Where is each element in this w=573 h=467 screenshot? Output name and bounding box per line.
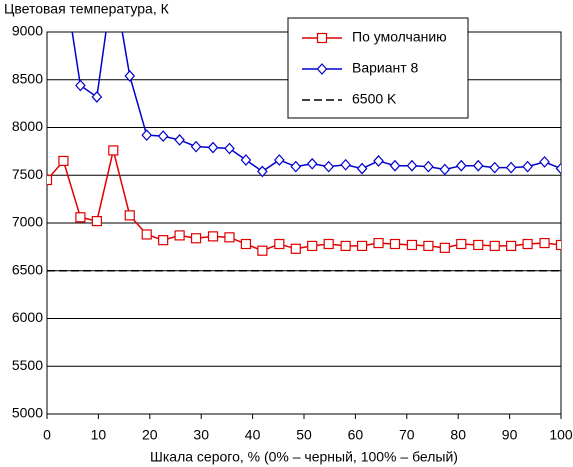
x-tick-label: 80	[450, 427, 466, 443]
y-tick-label: 7000	[12, 214, 43, 230]
marker	[455, 159, 467, 172]
marker	[356, 240, 368, 252]
marker	[340, 158, 351, 171]
marker	[224, 232, 235, 243]
x-tick-label: 20	[142, 427, 158, 443]
marker	[340, 240, 351, 252]
x-tick-label: 10	[91, 427, 107, 443]
marker	[323, 238, 334, 250]
marker	[555, 239, 561, 251]
y-tick-label: 5000	[12, 405, 43, 421]
marker	[307, 240, 318, 252]
marker	[439, 163, 451, 176]
marker	[290, 243, 301, 254]
marker	[506, 240, 517, 252]
y-tick-label: 6000	[12, 309, 43, 325]
marker	[522, 160, 533, 173]
x-tick-label: 50	[296, 427, 312, 443]
marker	[190, 233, 202, 244]
marker	[190, 140, 202, 153]
y-tick-label: 6500	[12, 261, 43, 277]
y-tick-label: 5500	[12, 357, 43, 373]
marker	[373, 237, 384, 249]
legend-label: 6500 K	[352, 91, 397, 107]
marker	[158, 235, 169, 246]
x-tick-label: 100	[549, 427, 573, 443]
marker	[539, 237, 550, 249]
marker	[91, 215, 102, 227]
marker	[157, 130, 169, 142]
legend-label: Вариант 8	[352, 60, 419, 76]
plot-area	[47, 32, 561, 272]
marker	[373, 155, 384, 167]
legend-marker	[316, 63, 328, 75]
marker	[389, 238, 401, 250]
x-tick-label: 30	[193, 427, 209, 443]
marker	[207, 141, 219, 154]
marker	[124, 70, 136, 82]
marker	[539, 155, 550, 168]
y-tick-label: 9000	[12, 23, 43, 39]
marker	[257, 165, 268, 178]
marker	[224, 142, 235, 155]
marker	[141, 129, 153, 142]
y-tick-label: 8500	[12, 70, 43, 86]
marker	[439, 242, 450, 253]
marker	[58, 155, 69, 167]
marker	[406, 159, 418, 172]
marker	[323, 160, 334, 173]
legend-label: По умолчанию	[352, 29, 447, 45]
marker	[389, 159, 401, 172]
marker	[505, 161, 517, 174]
marker	[356, 162, 368, 175]
marker	[174, 230, 185, 241]
marker	[489, 240, 500, 252]
marker	[124, 210, 135, 221]
marker	[274, 238, 285, 250]
marker	[456, 238, 467, 250]
marker	[75, 79, 86, 92]
marker	[174, 134, 185, 146]
marker	[75, 212, 86, 223]
x-tick-label: 70	[399, 427, 415, 443]
marker	[406, 239, 418, 251]
marker	[423, 160, 434, 173]
x-tick-label: 60	[348, 427, 364, 443]
marker	[91, 91, 103, 103]
marker	[472, 159, 484, 172]
marker	[522, 238, 533, 250]
marker	[473, 239, 484, 251]
y-tick-label: 8000	[12, 118, 43, 134]
x-axis-title: Шкала серого, % (0% – черный, 100% – бел…	[150, 449, 458, 465]
x-tick-label: 0	[43, 427, 51, 443]
marker	[207, 231, 219, 242]
x-tick-label: 40	[245, 427, 261, 443]
marker	[240, 154, 252, 166]
marker	[108, 145, 119, 156]
marker	[240, 238, 252, 250]
x-tick-label: 90	[502, 427, 518, 443]
marker	[489, 161, 501, 174]
marker	[290, 160, 302, 173]
marker	[423, 240, 434, 252]
legend-marker	[316, 32, 328, 44]
marker	[257, 245, 268, 256]
y-axis-title: Цветовая температура, К	[4, 1, 170, 17]
y-tick-label: 7500	[12, 166, 43, 182]
marker	[47, 174, 53, 186]
marker	[274, 154, 285, 166]
marker	[555, 162, 561, 175]
marker	[306, 157, 318, 170]
marker	[141, 229, 152, 240]
